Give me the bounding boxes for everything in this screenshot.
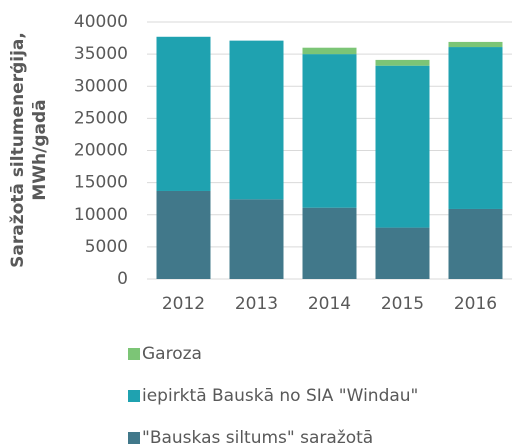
bar-segment — [448, 208, 503, 279]
y-tick-label: 0 — [117, 269, 128, 289]
legend-swatch — [128, 390, 140, 402]
x-tick-label: 2015 — [381, 294, 424, 314]
y-tick-label: 40000 — [74, 12, 128, 32]
y-tick-label: 15000 — [74, 173, 128, 193]
bar-segment — [229, 40, 284, 200]
bar-segment — [448, 47, 503, 209]
y-axis-title: Saražotā siltumenerģija, MWh/gadā — [8, 32, 50, 268]
y-tick-label: 25000 — [74, 108, 128, 128]
legend-label: iepirktā Bauskā no SIA "Windau" — [142, 386, 418, 406]
y-tick-label: 30000 — [74, 76, 128, 96]
legend-label: Garoza — [142, 344, 202, 364]
bar-segment — [229, 199, 284, 279]
y-axis-title-line: Saražotā siltumenerģija, — [8, 32, 28, 268]
bar-segment — [156, 36, 211, 191]
legend-swatch — [128, 348, 140, 360]
x-tick-label: 2012 — [162, 294, 205, 314]
bar-segment — [302, 47, 357, 55]
bar-segment — [375, 59, 430, 66]
bar-segment — [375, 65, 430, 228]
bar-segment — [302, 54, 357, 208]
bar-segment — [375, 227, 430, 279]
y-axis-title-line: MWh/gadā — [30, 99, 50, 200]
bar-segment — [156, 190, 211, 279]
y-tick-label: 10000 — [74, 205, 128, 225]
legend-label: "Bauskas siltums" saražotā — [142, 428, 373, 446]
x-tick-label: 2013 — [235, 294, 278, 314]
x-tick-label: 2016 — [454, 294, 497, 314]
y-tick-label: 5000 — [85, 237, 128, 257]
legend-swatch — [128, 432, 140, 444]
bar-segment — [302, 207, 357, 279]
bar-segment — [448, 41, 503, 48]
x-tick-label: 2014 — [308, 294, 351, 314]
y-tick-label: 35000 — [74, 44, 128, 64]
y-tick-label: 20000 — [74, 141, 128, 161]
